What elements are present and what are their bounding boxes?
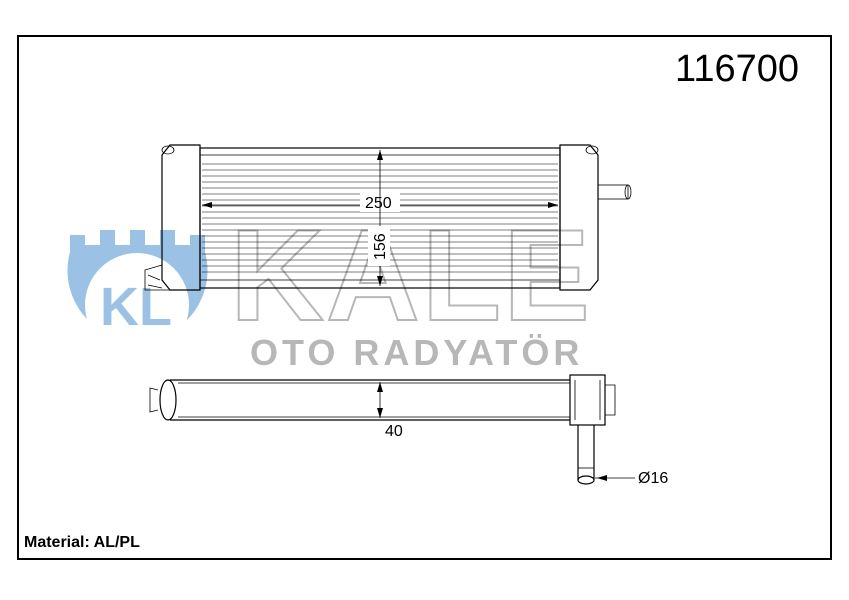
dim-width: 250 — [365, 195, 392, 212]
technical-drawing: 250 156 40 Ø16 — [100, 130, 750, 530]
dim-tube-height: 40 — [385, 423, 403, 440]
side-view: 40 Ø16 — [150, 375, 668, 487]
dim-pipe-diameter: Ø16 — [638, 470, 668, 487]
front-view: 250 156 — [145, 145, 631, 290]
dim-height: 156 — [372, 233, 389, 260]
material-label: Material: AL/PL — [24, 534, 140, 552]
part-number: 116700 — [675, 48, 799, 91]
